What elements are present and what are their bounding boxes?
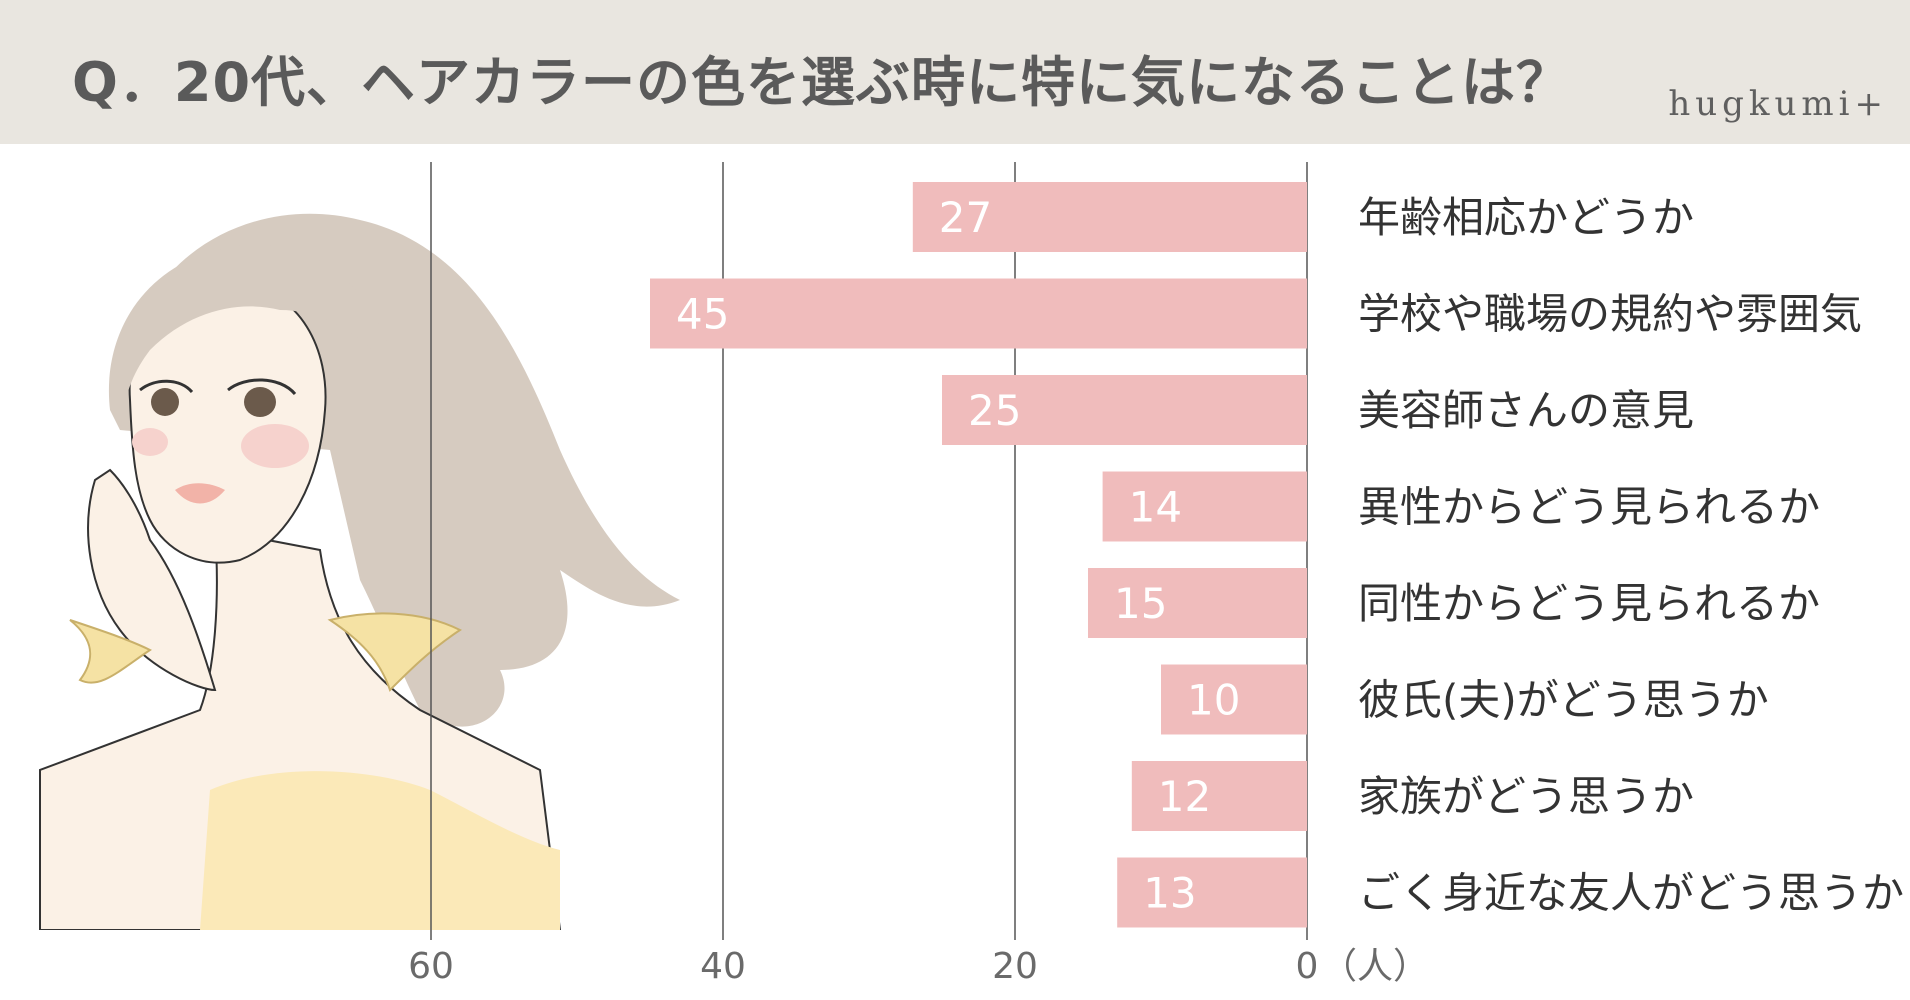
x-tick-label-0: 0 [1296,946,1319,987]
bar-value-label-4: 14 [1129,483,1182,532]
bar-value-label-7: 12 [1158,772,1211,821]
labels-layer: 27 年齢相応かどうか 45 学校や職場の規約や雰囲気 25 美容師さんの意見 14 異性から… [676,193,1904,918]
bar-value-label-3: 25 [968,386,1021,435]
x-axis-unit: （人） [1321,946,1429,987]
bar-value-label-5: 15 [1114,579,1167,628]
bar-6 [1161,664,1307,735]
bar-value-label-8: 13 [1143,869,1196,918]
header-banner: Q．20代、ヘアカラーの色を選ぶ時に特に気になることは？ hugkumi+ [0,0,1910,144]
woman-illustration [39,213,680,930]
x-tick-label-60: 60 [408,946,454,987]
bar-4 [1102,471,1307,542]
category-label-8: ごく身近な友人がどう思うか [1358,869,1904,918]
bar-2 [650,278,1307,349]
category-label-7: 家族がどう思うか [1358,772,1694,821]
page-title: Q．20代、ヘアカラーの色を選ぶ時に特に気になることは？ [72,51,1572,114]
x-tick-label-20: 20 [992,946,1038,987]
ticks-layer: 0 20 40 60 （人） [408,946,1429,987]
category-label-5: 同性からどう見られるか [1358,579,1820,628]
category-label-2: 学校や職場の規約や雰囲気 [1358,290,1862,339]
x-tick-label-40: 40 [700,946,746,987]
bar-value-label-6: 10 [1187,676,1240,725]
bar-8 [1117,857,1307,928]
category-label-1: 年齢相応かどうか [1358,193,1694,242]
bar-5 [1088,568,1307,638]
bar-1 [912,182,1307,252]
bar-value-label-2: 45 [676,290,729,339]
category-label-6: 彼氏(夫)がどう思うか [1358,676,1769,725]
brand-logo-text: hugkumi+ [1668,84,1888,124]
category-label-4: 異性からどう見られるか [1358,483,1820,532]
bar-7 [1131,761,1307,831]
bar-3 [942,375,1307,445]
category-label-3: 美容師さんの意見 [1358,386,1694,435]
bar-value-label-1: 27 [939,193,992,242]
bars-layer [650,182,1307,928]
